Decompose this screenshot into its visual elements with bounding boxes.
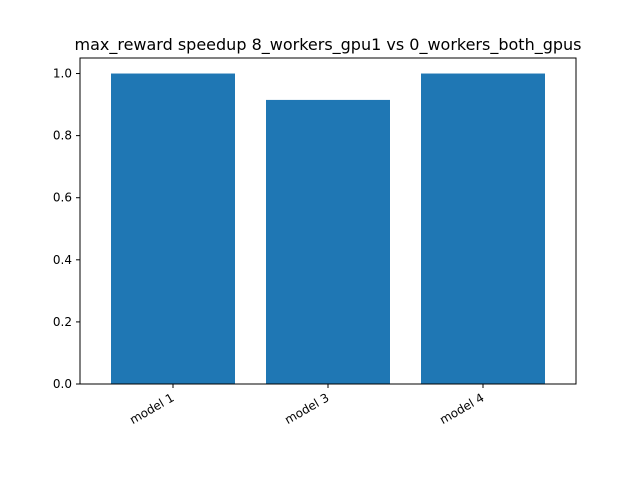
y-tick-label: 0.8 [53, 129, 72, 143]
bars-group [111, 73, 545, 385]
x-tick-label: model 3 [282, 390, 331, 427]
x-tick-label: model 4 [437, 390, 486, 427]
x-axis: model 1 model 3 model 4 [127, 384, 487, 427]
bar-model-3 [266, 99, 390, 385]
plot-frame [79, 57, 577, 385]
y-tick-label: 0.6 [53, 191, 72, 205]
bar-model-4 [421, 73, 545, 385]
y-tick-label: 0.4 [53, 253, 72, 267]
x-tick-label: model 1 [127, 390, 176, 427]
y-tick-label: 0.2 [53, 315, 72, 329]
chart-title: max_reward speedup 8_workers_gpu1 vs 0_w… [74, 35, 581, 55]
y-tick-label: 1.0 [53, 67, 72, 81]
bar-model-1 [111, 73, 235, 385]
y-axis: 0.0 0.2 0.4 0.6 0.8 1.0 [53, 67, 80, 391]
y-tick-label: 0.0 [53, 377, 72, 391]
